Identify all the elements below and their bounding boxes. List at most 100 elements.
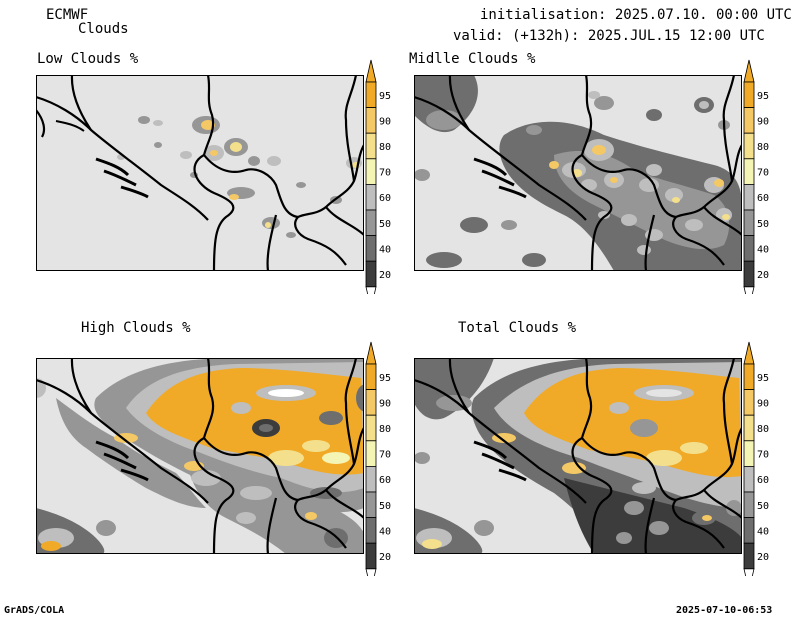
colorbar-arrow-top [365, 341, 377, 365]
model-title: ECMWF [46, 7, 89, 23]
colorbar-mid: 95 90 80 70 60 50 40 20 [743, 59, 769, 294]
colorbar-arrow-top [743, 59, 755, 83]
colorbar-segment [743, 209, 755, 237]
colorbar-tick-label: 20 [379, 552, 391, 563]
colorbar-segment [743, 414, 755, 442]
colorbar-tick-label: 60 [757, 193, 769, 204]
borders-mid [414, 75, 742, 271]
colorbar-segment [365, 235, 377, 262]
colorbar-tick-label: 70 [757, 168, 769, 179]
colorbar-tick-label: 95 [757, 91, 769, 102]
borders-total [414, 358, 742, 554]
borders-low [36, 75, 364, 271]
colorbar-tick-label: 40 [757, 244, 769, 255]
footer-timestamp: 2025-07-10-06:53 [676, 605, 773, 616]
colorbar-segment [365, 491, 377, 519]
colorbar-tick-label: 90 [379, 398, 391, 409]
colorbar-segment [365, 184, 377, 211]
colorbar-segment [743, 235, 755, 262]
colorbar-tick-label: 40 [379, 526, 391, 537]
colorbar-segment [365, 107, 377, 134]
colorbar-segment [365, 466, 377, 493]
colorbar-segment [365, 209, 377, 237]
colorbar-tick-label: 60 [379, 475, 391, 486]
colorbar-tick-label: 80 [757, 142, 769, 153]
colorbar-segment [365, 414, 377, 442]
panel-title-high: High Clouds % [81, 320, 191, 336]
colorbar-segment [743, 517, 755, 544]
panel-title-mid: Midlle Clouds % [409, 51, 536, 67]
colorbar-tick-label: 40 [379, 244, 391, 255]
colorbar-arrow-bottom [743, 286, 755, 294]
colorbar-segment [743, 389, 755, 416]
colorbar-segment [365, 158, 377, 185]
frame-low [36, 75, 364, 271]
colorbar-segment [743, 542, 755, 570]
colorbar-segment [743, 81, 755, 109]
colorbar-tick-label: 80 [379, 424, 391, 435]
frame-high [36, 358, 364, 554]
colorbar-tick-label: 20 [757, 270, 769, 281]
colorbar-tick-label: 20 [757, 552, 769, 563]
colorbar-tick-label: 50 [379, 219, 391, 230]
colorbar-arrow-bottom [365, 286, 377, 294]
colorbar-arrow-top [743, 341, 755, 365]
colorbar-tick-label: 80 [757, 424, 769, 435]
colorbar-tick-label: 50 [757, 501, 769, 512]
colorbar-segment [365, 517, 377, 544]
colorbar-segment [743, 132, 755, 160]
colorbar-tick-label: 40 [757, 526, 769, 537]
colorbar-tick-label: 50 [379, 501, 391, 512]
colorbar-segment [743, 260, 755, 288]
colorbar-tick-label: 90 [757, 116, 769, 127]
colorbar-segment [365, 81, 377, 109]
colorbar-tick-label: 60 [757, 475, 769, 486]
valid-time: valid: (+132h): 2025.JUL.15 12:00 UTC [453, 28, 765, 44]
colorbar-low: 95 90 80 70 60 50 40 20 [365, 59, 391, 294]
colorbar-tick-label: 70 [379, 168, 391, 179]
colorbar-segment [365, 440, 377, 467]
colorbar-tick-label: 95 [379, 373, 391, 384]
footer-software: GrADS/COLA [4, 605, 65, 616]
colorbar-segment [743, 466, 755, 493]
colorbar-segment [743, 158, 755, 185]
colorbar-tick-label: 20 [379, 270, 391, 281]
colorbar-tick-label: 90 [757, 398, 769, 409]
colorbar-segment [365, 132, 377, 160]
colorbar-arrow-bottom [365, 568, 377, 576]
frame-mid [414, 75, 742, 271]
colorbar-tick-label: 50 [757, 219, 769, 230]
cloud-patches-mid [414, 75, 742, 271]
colorbar-high: 95 90 80 70 60 50 40 20 [365, 341, 391, 576]
colorbar-arrow-top [365, 59, 377, 83]
frame-total [414, 358, 742, 554]
colorbar-tick-label: 80 [379, 142, 391, 153]
map-middle-clouds [414, 75, 742, 271]
borders-high [36, 358, 364, 554]
colorbar-tick-label: 60 [379, 193, 391, 204]
map-low-clouds [36, 75, 364, 271]
colorbar-segment [743, 184, 755, 211]
colorbar-arrow-bottom [743, 568, 755, 576]
product-title: Clouds [78, 21, 129, 37]
colorbar-tick-label: 95 [379, 91, 391, 102]
colorbar-segment [743, 440, 755, 467]
colorbar-tick-label: 70 [379, 450, 391, 461]
colorbar-segment [743, 107, 755, 134]
map-total-clouds [414, 358, 742, 554]
colorbar-total: 95 90 80 70 60 50 40 20 [743, 341, 769, 576]
map-high-clouds [36, 358, 364, 554]
colorbar-segment [365, 260, 377, 288]
colorbar-tick-label: 70 [757, 450, 769, 461]
colorbar-segment [743, 491, 755, 519]
init-time: initialisation: 2025.07.10. 00:00 UTC [480, 7, 792, 23]
colorbar-segment [365, 363, 377, 391]
colorbar-segment [365, 389, 377, 416]
cloud-patches-high [36, 358, 364, 554]
colorbar-segment [365, 542, 377, 570]
panel-title-low: Low Clouds % [37, 51, 139, 67]
colorbar-segment [743, 363, 755, 391]
colorbar-tick-label: 90 [379, 116, 391, 127]
panel-title-total: Total Clouds % [458, 320, 577, 336]
colorbar-tick-label: 95 [757, 373, 769, 384]
